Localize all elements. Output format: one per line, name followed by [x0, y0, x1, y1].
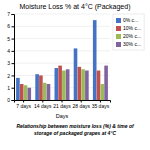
bar-series: [24, 69, 104, 100]
y-tick: 6: [7, 23, 14, 29]
bar: [39, 75, 43, 100]
x-tick: 28 days: [72, 100, 90, 109]
x-tick: 14 days: [34, 100, 52, 109]
bar: [93, 20, 97, 100]
y-tick-mark: [12, 26, 15, 27]
y-tick-mark: [12, 75, 15, 76]
chart-container: 0 1 2 3 4 5 6 7 7 days14 days21 days28 days35 da…: [0, 0, 150, 150]
x-tick: 35 days: [92, 100, 110, 109]
bar-series: [27, 66, 107, 100]
bar: [55, 68, 59, 100]
y-tick-mark: [12, 88, 15, 89]
bar: [47, 84, 51, 100]
grid: [14, 14, 110, 100]
bar: [100, 84, 104, 100]
bar: [24, 85, 28, 100]
legend-item: 30% c...: [116, 41, 141, 47]
legend-box: [113, 14, 144, 50]
x-tick-label: 35 days: [92, 103, 110, 109]
legend-item: 10% c...: [116, 25, 141, 31]
bar-series: [16, 20, 96, 100]
legend-swatch: [116, 34, 121, 39]
bar: [78, 67, 82, 100]
y-tick-mark: [12, 51, 15, 52]
legend-label: 0% c...: [123, 17, 138, 23]
grid-line: [14, 14, 110, 15]
bar: [27, 88, 31, 100]
y-tick-mark: [12, 63, 15, 64]
bar: [97, 71, 101, 100]
y-tick-label: 2: [7, 73, 10, 79]
bar: [81, 69, 85, 100]
bar: [20, 84, 24, 100]
y-tick: 1: [7, 85, 14, 91]
bar: [74, 48, 78, 100]
legend-swatch: [116, 42, 121, 47]
legend-item: 0% c...: [116, 17, 138, 23]
x-axis: 7 days14 days21 days28 days35 days: [15, 100, 111, 109]
legend-swatch: [116, 18, 121, 23]
y-tick-label: 7: [7, 11, 10, 17]
bar: [85, 71, 89, 100]
legend-swatch: [116, 26, 121, 31]
legend: 0% c... 10% c... 20% c... 30% c...: [113, 14, 144, 50]
y-tick-label: 1: [7, 85, 10, 91]
y-tick-label: 6: [7, 23, 10, 29]
x-tick: 7 days: [16, 100, 31, 109]
y-tick-label: 0: [7, 97, 10, 103]
y-axis-line: [12, 15, 15, 101]
y-axis: 0 1 2 3 4 5 6 7: [7, 11, 14, 103]
y-tick: 2: [7, 73, 14, 79]
x-tick-label: 7 days: [16, 103, 31, 109]
y-tick: 4: [7, 48, 14, 54]
legend-label: 20% c...: [123, 33, 141, 39]
bar: [62, 71, 66, 100]
y-tick-mark: [12, 100, 15, 101]
chart-svg: 0 1 2 3 4 5 6 7 7 days14 days21 days28 days35 da…: [0, 0, 150, 150]
title: Moisture Loss % at 4°C (Packaged): [20, 3, 131, 11]
bar: [66, 69, 70, 100]
bars: [16, 20, 108, 100]
x-tick-label: 21 days: [53, 103, 71, 109]
y-tick-label: 5: [7, 36, 10, 42]
bar: [43, 83, 47, 100]
y-tick: 7: [7, 11, 14, 17]
y-tick-mark: [12, 14, 15, 15]
y-tick: 5: [7, 36, 14, 42]
legend-item: 20% c...: [116, 33, 141, 39]
x-tick: 21 days: [53, 100, 71, 109]
x-tick-label: 14 days: [34, 103, 52, 109]
y-tick-label: 4: [7, 48, 10, 54]
y-tick: 0: [7, 97, 14, 103]
y-tick-mark: [12, 39, 15, 40]
caption-line: Relationship between moisture loss (%) &…: [16, 123, 135, 129]
caption-line: storage of packaged grapes at 4°C: [34, 130, 116, 136]
caption: Relationship between moisture loss (%) &…: [16, 123, 135, 136]
bar-series: [20, 66, 100, 100]
legend-label: 10% c...: [123, 25, 141, 31]
y-tick-label: 3: [7, 60, 10, 66]
bar: [58, 66, 62, 100]
bar: [104, 66, 108, 100]
x-tick-label: 28 days: [72, 103, 90, 109]
bar: [35, 74, 39, 100]
x-axis-title: Days: [56, 113, 69, 119]
legend-label: 30% c...: [123, 41, 141, 47]
bar: [16, 78, 20, 100]
y-tick: 3: [7, 60, 14, 66]
